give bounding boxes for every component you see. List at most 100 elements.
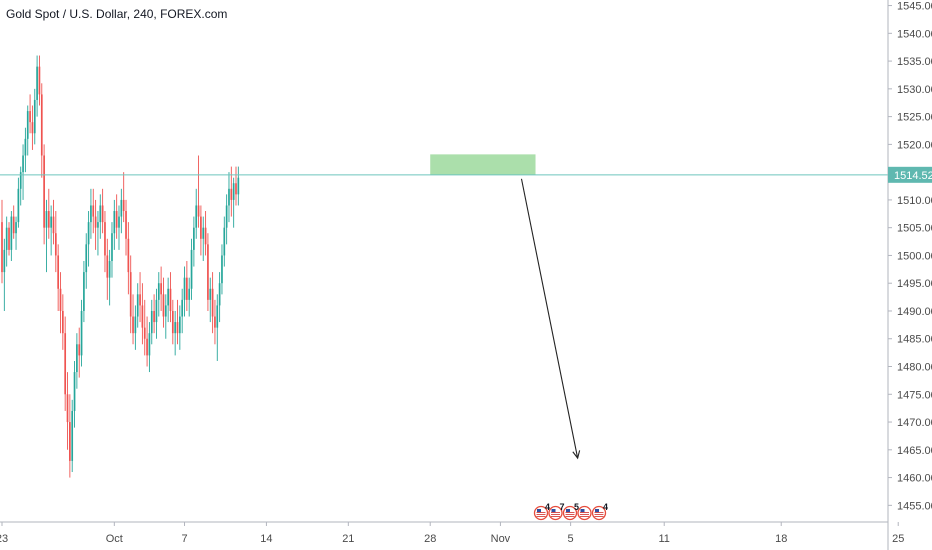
time-axis-label: 25 — [892, 533, 904, 545]
last-price-tag: 1514.52 — [888, 166, 932, 183]
candle — [52, 199, 55, 245]
event-marker[interactable]: 4 — [533, 502, 551, 521]
event-marker[interactable] — [577, 505, 592, 521]
price-axis-label: 1475.00 — [897, 389, 932, 401]
candle — [97, 211, 99, 256]
candle — [83, 261, 85, 323]
candle — [235, 166, 237, 206]
candle — [80, 299, 83, 367]
event-marker[interactable]: 4 — [591, 502, 609, 521]
candle — [120, 188, 123, 234]
time-axis[interactable]: 23 Oct 7 14 21 28 Nov 5 11 18 25 — [0, 522, 904, 545]
candle — [190, 238, 193, 300]
projection-arrowhead — [572, 450, 581, 460]
candle — [73, 360, 76, 428]
candle — [150, 299, 153, 345]
candle — [24, 127, 27, 173]
us-flag-icon — [577, 505, 592, 521]
event-marker[interactable]: 5 — [562, 502, 580, 521]
candle — [66, 372, 69, 450]
candle — [178, 305, 181, 350]
candle — [90, 188, 92, 239]
time-axis-label: 23 — [0, 533, 8, 545]
candle — [69, 394, 71, 478]
chart-title: Gold Spot / U.S. Dollar, 240, FOREX.com — [6, 7, 227, 21]
candle — [40, 83, 43, 178]
candle — [101, 188, 104, 234]
candle — [19, 166, 22, 206]
candle — [43, 144, 45, 245]
plot-background — [0, 0, 888, 522]
event-count: 4 — [603, 502, 608, 512]
candle — [92, 188, 95, 234]
candle — [29, 94, 31, 134]
candle — [15, 216, 17, 250]
candle — [160, 266, 162, 311]
candle — [118, 205, 120, 250]
candle — [57, 244, 60, 311]
candle — [8, 222, 10, 256]
price-axis-label: 1485.00 — [897, 334, 932, 346]
candle — [132, 294, 134, 345]
candle — [106, 238, 109, 300]
candle — [129, 255, 132, 334]
price-axis-label: 1470.00 — [897, 417, 932, 429]
time-axis-label: 18 — [775, 533, 787, 545]
candle — [47, 188, 50, 239]
price-axis[interactable]: 1455.00 1460.00 1465.00 1470.00 1475.00 1480.… — [888, 1, 932, 513]
candle — [218, 272, 221, 323]
candle — [50, 205, 52, 256]
candle — [10, 211, 13, 261]
candle — [54, 211, 57, 273]
candle — [36, 55, 38, 117]
candle — [186, 261, 188, 311]
candle — [200, 205, 202, 256]
candle — [141, 283, 144, 345]
candle — [188, 277, 191, 317]
projection-arrow — [520, 178, 581, 460]
price-axis-label: 1490.00 — [897, 306, 932, 318]
price-axis-label: 1530.00 — [897, 84, 932, 96]
candle — [104, 211, 106, 273]
candle — [143, 299, 146, 356]
candle — [22, 144, 24, 200]
candle — [113, 199, 116, 250]
event-marker[interactable]: 7 — [548, 502, 565, 521]
candle — [221, 244, 223, 295]
candle — [139, 272, 141, 323]
candle — [59, 272, 62, 334]
price-axis-label: 1540.00 — [897, 28, 932, 40]
candle — [76, 333, 78, 389]
candle — [111, 222, 113, 278]
candle — [211, 272, 214, 334]
time-axis-label: Nov — [491, 533, 511, 545]
candle — [71, 399, 74, 473]
candle — [108, 249, 111, 306]
candle — [38, 55, 41, 106]
candle — [115, 194, 118, 239]
candle — [87, 211, 90, 267]
candle — [31, 105, 34, 150]
candle — [99, 194, 102, 239]
time-axis-label: 5 — [568, 533, 574, 545]
candle — [237, 166, 240, 206]
event-count: 7 — [560, 502, 565, 512]
candle — [1, 199, 3, 284]
candle — [174, 310, 177, 356]
candle — [209, 277, 212, 323]
price-axis-label: 1520.00 — [897, 139, 932, 151]
candle — [169, 272, 172, 323]
candle — [17, 177, 20, 228]
candle — [176, 299, 179, 345]
price-axis-label: 1510.00 — [897, 195, 932, 207]
time-axis-label: 21 — [342, 533, 354, 545]
candle — [223, 216, 226, 267]
candle — [171, 299, 174, 345]
candle — [94, 199, 97, 250]
price-axis-label: 1480.00 — [897, 362, 932, 374]
candle — [78, 327, 81, 378]
candle — [162, 277, 165, 328]
candles — [1, 55, 240, 478]
